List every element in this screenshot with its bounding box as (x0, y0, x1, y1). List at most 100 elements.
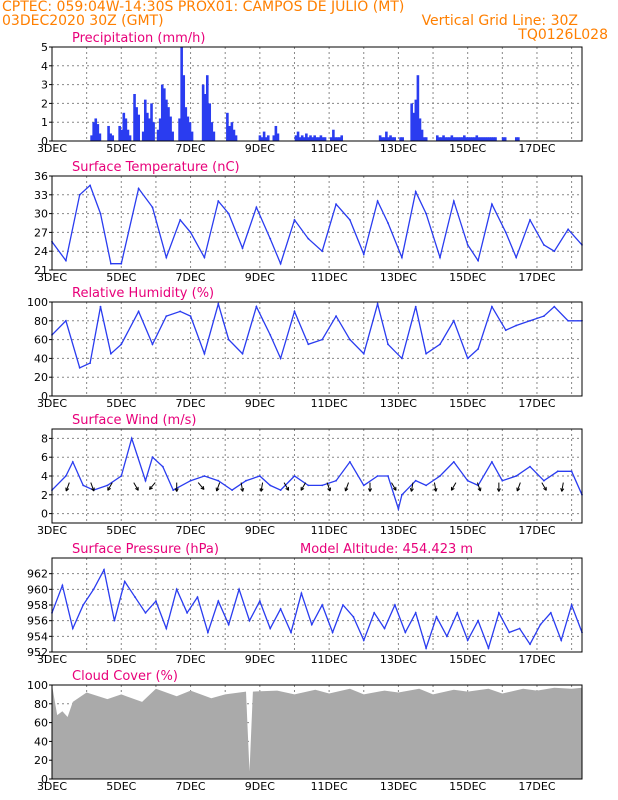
pres-point (134, 596, 137, 599)
temp-point (553, 250, 556, 253)
wind-point (120, 475, 123, 477)
precip-bar (234, 135, 238, 141)
pres-point (300, 592, 303, 595)
wind-arrow (149, 482, 156, 490)
temp-point (387, 222, 389, 224)
precip-bar (467, 137, 470, 141)
rh-point (553, 305, 556, 308)
wind-arrow (344, 482, 349, 492)
precip-bar (334, 137, 337, 141)
wind-arrow-head (202, 485, 205, 490)
cloud-xtick-label: 9DEC (245, 780, 275, 793)
precip-bar (321, 137, 325, 141)
wind-arrow-head (149, 487, 153, 490)
wind-arrow (476, 482, 481, 492)
precip-bar (307, 137, 310, 141)
wind-xtick-label: 9DEC (245, 524, 275, 537)
precip-bar (156, 129, 160, 141)
rh-point (335, 315, 337, 317)
temp-point (477, 259, 479, 262)
temp-point (89, 184, 92, 187)
pres-point (103, 568, 105, 571)
pres-point (165, 627, 168, 630)
rh-point (567, 319, 570, 322)
wind-arrow (326, 482, 331, 492)
wind-point (293, 475, 296, 477)
precip-bar (424, 137, 428, 141)
wind-point (570, 470, 573, 473)
precip-bar (203, 94, 207, 141)
cloud-ytick-label: 20 (34, 754, 48, 767)
wind-arrow (197, 482, 205, 490)
temp-point (542, 244, 545, 246)
precip-bar (158, 118, 162, 141)
rh-ytick-label: 60 (34, 334, 48, 347)
wind-arrow (410, 482, 414, 492)
pres-point (155, 600, 157, 602)
precip-xtick-label: 3DEC (37, 142, 67, 155)
wind-arrow (240, 482, 244, 492)
rh-title: Relative Humidity (%) (72, 286, 214, 301)
wind-arrow (561, 482, 564, 492)
temp-point (362, 253, 365, 256)
precip-bar (492, 137, 495, 141)
rh-point (78, 366, 81, 369)
wind-arrow-head (65, 488, 70, 492)
pres-point (456, 611, 459, 614)
precip-ytick-label: 4 (41, 60, 48, 73)
wind-arrow (107, 482, 113, 491)
wind-point (400, 493, 403, 496)
temp-xtick-label: 15DEC (449, 271, 486, 284)
cloud-xtick-label: 3DEC (37, 780, 67, 793)
precip-bar (501, 137, 505, 141)
precip-bar (494, 137, 497, 141)
precip-bar (188, 122, 192, 141)
wind-arrow (433, 482, 437, 492)
wind-point (130, 437, 133, 440)
rh-point (477, 348, 479, 350)
precip-bar (469, 137, 472, 141)
cloud-xtick-label: 15DEC (449, 780, 486, 793)
rh-point (217, 302, 220, 305)
rh-ytick-label: 20 (34, 371, 48, 384)
wind-arrow-head (516, 488, 521, 492)
wind-point (144, 479, 147, 482)
temp-point (255, 206, 258, 209)
wind-ytick-label: 8 (41, 432, 48, 445)
precip-bar (264, 137, 268, 141)
pres-point (352, 615, 355, 618)
wind-arrow-head (242, 487, 245, 492)
precip-bar (107, 125, 110, 141)
temp-ytick-label: 21 (34, 264, 48, 277)
precip-bar (380, 137, 384, 141)
cloud-ytick-label: 60 (34, 717, 48, 730)
precip-bar (148, 118, 151, 141)
precip-bar (182, 75, 186, 141)
rh-panel (49, 301, 583, 397)
temp-point (120, 262, 123, 265)
wind-xtick-label: 17DEC (518, 524, 555, 537)
precip-bar (383, 137, 386, 141)
precip-bar (330, 137, 333, 141)
temp-point (425, 212, 428, 215)
precip-bar (94, 118, 98, 141)
wind-point (307, 484, 310, 487)
pres-ytick-label: 952 (27, 646, 48, 659)
wind-point (82, 484, 85, 487)
temp-ytick-label: 30 (34, 208, 48, 221)
precip-bar (463, 135, 466, 141)
rh-series-line (51, 301, 582, 369)
precip-bar (389, 135, 392, 141)
precip-bar (385, 131, 388, 141)
pres-point (238, 588, 240, 591)
precip-bar (178, 118, 181, 141)
wind-point (321, 484, 324, 487)
wind-point (161, 465, 164, 468)
rh-xtick-label: 13DEC (380, 397, 417, 410)
pres-point (539, 623, 542, 626)
precip-bar (481, 137, 485, 141)
precip-bar (274, 125, 278, 141)
precip-bar (272, 135, 276, 141)
temp-point (269, 237, 272, 240)
rh-point (362, 352, 365, 355)
